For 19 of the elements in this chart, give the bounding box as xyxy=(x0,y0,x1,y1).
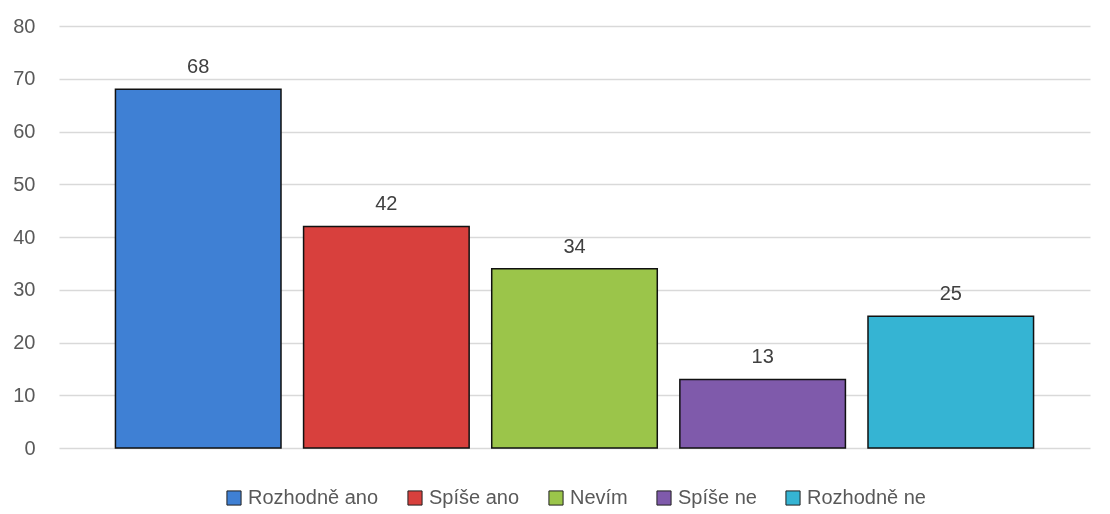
legend-label: Nevím xyxy=(570,486,628,508)
y-tick-label: 20 xyxy=(13,331,36,353)
y-tick-label: 70 xyxy=(13,67,36,90)
data-label: 34 xyxy=(563,234,586,257)
legend-label: Spíše ne xyxy=(678,486,757,508)
legend-label: Rozhodně ne xyxy=(807,486,926,508)
y-tick-label: 40 xyxy=(13,225,36,248)
legend-label: Spíše ano xyxy=(429,486,520,508)
y-tick-label: 60 xyxy=(13,120,36,142)
data-label: 42 xyxy=(375,192,398,215)
y-tick-label: 50 xyxy=(13,172,36,195)
y-tick-label: 0 xyxy=(24,436,36,459)
data-label: 25 xyxy=(939,282,962,305)
data-label: 68 xyxy=(187,55,210,78)
legend-label: Rozhodně ano xyxy=(248,486,379,508)
y-tick-label: 10 xyxy=(13,383,36,406)
data-label: 13 xyxy=(751,345,774,368)
y-tick-label: 30 xyxy=(13,278,36,301)
y-tick-label: 80 xyxy=(13,14,36,37)
